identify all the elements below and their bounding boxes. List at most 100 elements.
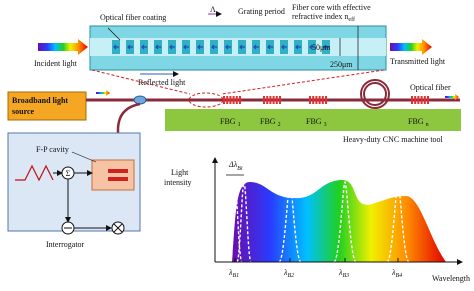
peak-labels: λB1 λB2 λB3 λB4	[228, 258, 402, 279]
fbg-grating	[312, 96, 315, 104]
fbg-label: FBG	[260, 117, 276, 126]
fbg-grating	[321, 96, 324, 104]
coating-label: Optical fiber coating	[100, 13, 166, 22]
fbg-grating	[263, 96, 265, 104]
reflect-arrow	[141, 44, 147, 50]
out-arrow	[445, 94, 459, 100]
peak-sub: B4	[395, 272, 402, 279]
fp-cavity	[91, 159, 135, 191]
transmitted-label: Transmitted light	[390, 57, 446, 66]
reflection-peak	[227, 181, 243, 263]
fbg-grating	[325, 96, 327, 104]
light-source	[7, 91, 87, 121]
reflect-arrow	[155, 44, 161, 50]
delta-label: Δλ	[228, 160, 238, 169]
core-diameter: 50μm	[312, 43, 331, 52]
fbg-grating	[272, 96, 275, 104]
fbg-label: FBG 1	[220, 117, 241, 128]
fbg-grating	[223, 96, 225, 104]
fbg-grating	[269, 96, 272, 104]
reflect-arrow	[267, 44, 273, 50]
period-label: Grating period	[238, 7, 285, 16]
spectrum-peaks	[227, 181, 410, 263]
reflection-peak	[236, 181, 252, 263]
reflection-peak	[386, 181, 410, 263]
peak-label: λB1	[228, 268, 239, 279]
core-label: refractive index n	[292, 12, 348, 21]
core-label: Fiber core with effective	[292, 3, 371, 12]
reflected-label: Reflected light	[138, 78, 186, 87]
pointer	[71, 151, 97, 163]
peak-label: λ	[338, 268, 343, 277]
fbg-grating	[315, 96, 318, 104]
fbg-grating	[417, 96, 420, 104]
interrogator-label: Interrogator	[46, 240, 85, 249]
fbg-grating	[279, 96, 281, 104]
fiber-label: Optical fiber	[410, 83, 451, 92]
fbg-grating	[423, 96, 426, 104]
reflect-arrow	[113, 44, 119, 50]
peak-label: λ	[228, 268, 233, 277]
coating-diameter: 250μm	[330, 60, 353, 69]
incident-arrow	[38, 39, 88, 55]
sum-symbol: Σ	[66, 169, 71, 178]
machine-bar	[165, 109, 461, 131]
zoom-line	[91, 69, 191, 95]
fp-mirror	[108, 177, 128, 181]
peak-label: λB4	[391, 268, 402, 279]
reflection-peak	[278, 181, 302, 263]
cavity-label: F-P cavity	[36, 145, 69, 154]
peak-label: λ	[391, 268, 396, 277]
fbg-grating	[275, 96, 278, 104]
peak-sub: B3	[342, 273, 349, 279]
fbg-label: FBG 3	[306, 117, 327, 128]
fbg-grating	[420, 96, 423, 104]
delta-sub: Bi	[237, 166, 243, 172]
fbg-grating	[226, 96, 229, 104]
fbg-grating	[411, 96, 413, 104]
reflect-arrow	[295, 44, 301, 50]
reflect-arrow	[239, 44, 245, 50]
reflect-arrow	[253, 44, 259, 50]
core-label: refractive index neff	[292, 12, 355, 23]
reflect-arrow	[183, 44, 189, 50]
fiber-branch	[116, 102, 141, 200]
fbg-grating	[266, 96, 269, 104]
fbg-grating	[229, 96, 232, 104]
fbg-marks	[223, 96, 429, 104]
core-label-sub: eff	[348, 16, 355, 23]
reflect-arrow	[225, 44, 231, 50]
fbg-label: FBG n	[408, 117, 429, 128]
fbg-label: FBG 2	[260, 117, 281, 128]
fbg-label: FBG	[306, 117, 322, 126]
spectrum-area	[232, 179, 446, 262]
machine-label: Heavy-duty CNC machine tool	[343, 135, 444, 144]
reflect-arrow	[127, 44, 133, 50]
reflect-arrow	[281, 44, 287, 50]
reflect-arrow	[211, 44, 217, 50]
triangle-wave	[15, 164, 54, 182]
fbg-sub: 1	[238, 122, 241, 128]
fiber-loop	[360, 79, 390, 109]
fbg-grating	[235, 96, 238, 104]
zoom-line	[221, 69, 385, 95]
y-axis-label: Light	[171, 168, 189, 177]
grating-pattern	[112, 40, 330, 54]
times-sign	[113, 223, 123, 233]
y-axis-label: intensity	[164, 178, 192, 187]
fp-mirror	[108, 169, 128, 173]
fbg-sub: n	[426, 122, 429, 128]
reflect-arrow	[197, 44, 203, 50]
fbg-grating	[427, 96, 429, 104]
reflect-arrow	[309, 44, 315, 50]
fbg-label: FBG	[220, 117, 236, 126]
period-symbol: Λ	[210, 5, 216, 14]
transmitted-arrow	[390, 39, 432, 55]
delta-label: ΔλBi	[228, 160, 243, 172]
fbg-grating	[414, 96, 417, 104]
light-arrow	[96, 90, 110, 96]
fbg-labels: FBG 1 FBG 2 FBG 3 FBG n	[220, 117, 429, 128]
